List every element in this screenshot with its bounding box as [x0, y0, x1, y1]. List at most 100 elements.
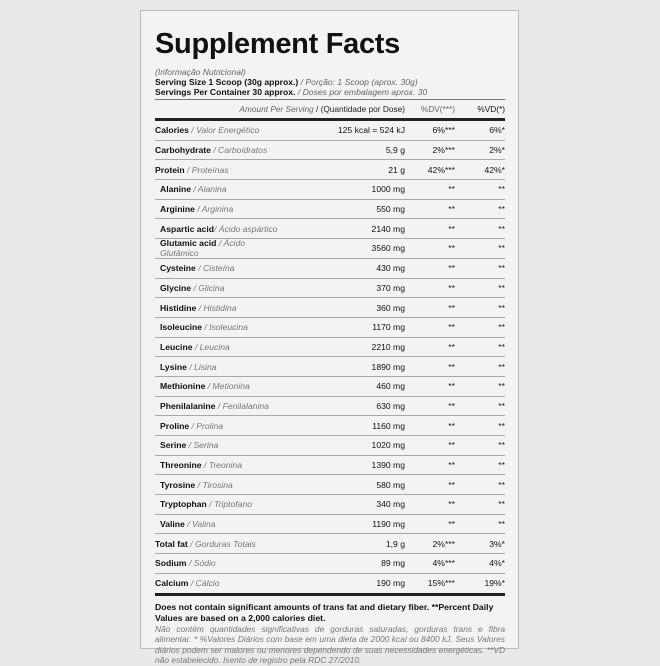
nutrient-vd: ** — [498, 341, 505, 352]
table-row: Leucine / Leucina 2210 mg ** ** — [155, 338, 505, 358]
nutrient-dv: 42%*** — [427, 164, 455, 175]
nutrient-name: Proline / Prolina — [160, 420, 224, 431]
nutrient-dv: 15%*** — [427, 578, 455, 589]
nutrient-vd: 19%* — [484, 578, 505, 589]
nutrient-dv: ** — [448, 204, 455, 215]
dv-header: %DV(***) — [420, 104, 455, 114]
nutrient-dv: ** — [448, 400, 455, 411]
nutrient-vd: ** — [498, 381, 505, 392]
nutrient-dv: ** — [448, 440, 455, 451]
nutrient-vd: ** — [498, 223, 505, 234]
label-title: Supplement Facts — [155, 28, 400, 60]
nutrient-name: Tryptophan / Triptofano — [160, 499, 253, 510]
table-row: Serine / Serina 1020 mg ** ** — [155, 436, 505, 456]
nutrient-name: Leucine / Leucina — [160, 341, 230, 352]
nutrient-amount: 5,9 g — [385, 145, 405, 156]
nutrient-amount: 340 mg — [376, 499, 405, 510]
nutrient-vd: 4%* — [489, 558, 505, 569]
table-row: Isoleucine / Isoleucina 1170 mg ** ** — [155, 318, 505, 338]
nutrient-name: Calcium / Cálcio — [155, 578, 220, 589]
table-row: Lysine / Lisina 1890 mg ** ** — [155, 357, 505, 377]
serving-size: Serving Size 1 Scoop (30g approx.) / Por… — [155, 77, 418, 87]
table-row: Cysteine / Cisteína 430 mg ** ** — [155, 259, 505, 279]
amount-header: Amount Per Serving / (Quantidade por Dos… — [239, 104, 405, 114]
table-row: Proline / Prolina 1160 mg ** ** — [155, 416, 505, 436]
nutrient-name: Lysine / Lisina — [160, 361, 217, 372]
nutrient-vd: ** — [498, 204, 505, 215]
nutrient-amount: 1170 mg — [372, 322, 405, 333]
nutrient-vd: ** — [498, 322, 505, 333]
nutrient-amount: 1890 mg — [371, 361, 405, 372]
nutrient-vd: 2%* — [489, 145, 505, 156]
nutrient-amount: 1000 mg — [371, 184, 405, 195]
nutrient-name: Methionine / Metionina — [160, 381, 250, 392]
table-row: Carbohydrate / Carboidratos 5,9 g 2%*** … — [155, 141, 505, 161]
nutrient-dv: ** — [448, 263, 455, 274]
nutrient-dv: 4%*** — [432, 558, 455, 569]
nutrient-dv: ** — [448, 420, 455, 431]
table-row: Glutamic acid / Ácido Glutâmico 3560 mg … — [155, 238, 505, 259]
nutrient-amount: 1160 mg — [372, 420, 405, 431]
nutrient-vd: ** — [498, 499, 505, 510]
nutrient-dv: ** — [448, 381, 455, 392]
nutrient-name: Valine / Valina — [160, 519, 216, 530]
nutrient-amount: 125 kcal = 524 kJ — [337, 125, 405, 136]
table-row: Protein / Proteínas 21 g 42%*** 42%* — [155, 160, 505, 181]
nutrient-vd: 3%* — [489, 538, 505, 549]
table-row: Calcium / Cálcio 190 mg 15%*** 19%* — [155, 574, 505, 596]
nutrient-amount: 630 mg — [376, 400, 405, 411]
nutrient-amount: 360 mg — [376, 302, 405, 313]
subtitle: (Informação Nutricional) — [155, 67, 246, 77]
nutrient-dv: ** — [448, 243, 455, 254]
table-row: Alanine / Alanina 1000 mg ** ** — [155, 180, 505, 200]
nutrient-amount: 2140 mg — [371, 223, 405, 234]
nutrient-amount: 1390 mg — [371, 460, 405, 471]
nutrient-dv: ** — [448, 361, 455, 372]
nutrient-dv: ** — [448, 519, 455, 530]
nutrient-name: Cysteine / Cisteína — [160, 263, 235, 274]
nutrient-vd: 6%* — [489, 125, 505, 136]
nutrient-dv: ** — [448, 322, 455, 333]
table-row: Aspartic acid/ Ácido aspártico 2140 mg *… — [155, 219, 505, 240]
nutrient-vd: ** — [498, 479, 505, 490]
table-row: Histidine / Histidina 360 mg ** ** — [155, 298, 505, 318]
nutrient-vd: ** — [498, 519, 505, 530]
table-row: Phenilalanine / Fenilalanina 630 mg ** *… — [155, 397, 505, 417]
nutrient-amount: 580 mg — [376, 479, 405, 490]
nutrient-vd: ** — [498, 302, 505, 313]
nutrient-name: Serine / Serina — [160, 440, 219, 451]
footnote-en: Does not contain significant amounts of … — [155, 601, 494, 623]
nutrient-amount: 3560 mg — [371, 243, 405, 254]
nutrient-name: Tyrosine / Tirosina — [160, 479, 233, 490]
table-row: Valine / Valina 1190 mg ** ** — [155, 515, 505, 535]
nutrient-vd: ** — [498, 243, 505, 254]
nutrient-dv: ** — [448, 282, 455, 293]
nutrient-name: Glycine / Glicina — [160, 282, 225, 293]
nutrient-amount: 190 mg — [376, 578, 405, 589]
nutrient-vd: ** — [498, 440, 505, 451]
nutrient-name: Aspartic acid/ Ácido aspártico — [160, 223, 278, 234]
footnotes: Does not contain significant amounts of … — [155, 602, 505, 666]
nutrient-vd: ** — [498, 400, 505, 411]
nutrient-dv: 6%*** — [432, 125, 455, 136]
nutrient-amount: 2210 mg — [371, 341, 405, 352]
table-row: Total fat / Gorduras Totais 1,9 g 2%*** … — [155, 534, 505, 555]
vd-header: %VD(*) — [477, 104, 505, 114]
table-row: Arginine / Arginina 550 mg ** ** — [155, 200, 505, 220]
nutrient-vd: ** — [498, 361, 505, 372]
nutrient-dv: ** — [448, 184, 455, 195]
table-row: Calories / Valor Energético 125 kcal = 5… — [155, 121, 505, 141]
nutrient-name: Arginine / Arginina — [160, 204, 234, 215]
nutrient-amount: 1020 mg — [371, 440, 405, 451]
nutrient-name: Sodium / Sódio — [155, 558, 216, 569]
supplement-facts-label: Supplement Facts (Informação Nutricional… — [140, 10, 519, 665]
nutrient-name: Protein / Proteínas — [155, 164, 229, 175]
nutrient-amount: 1190 mg — [372, 519, 405, 530]
nutrient-name: Total fat / Gorduras Totais — [155, 538, 256, 549]
nutrient-amount: 89 mg — [381, 558, 405, 569]
nutrient-dv: ** — [448, 499, 455, 510]
servings-per-container: Servings Per Container 30 approx. / Dose… — [155, 87, 428, 97]
nutrient-vd: ** — [498, 184, 505, 195]
nutrient-name: Phenilalanine / Fenilalanina — [160, 400, 269, 411]
table-row: Sodium / Sódio 89 mg 4%*** 4%* — [155, 554, 505, 574]
